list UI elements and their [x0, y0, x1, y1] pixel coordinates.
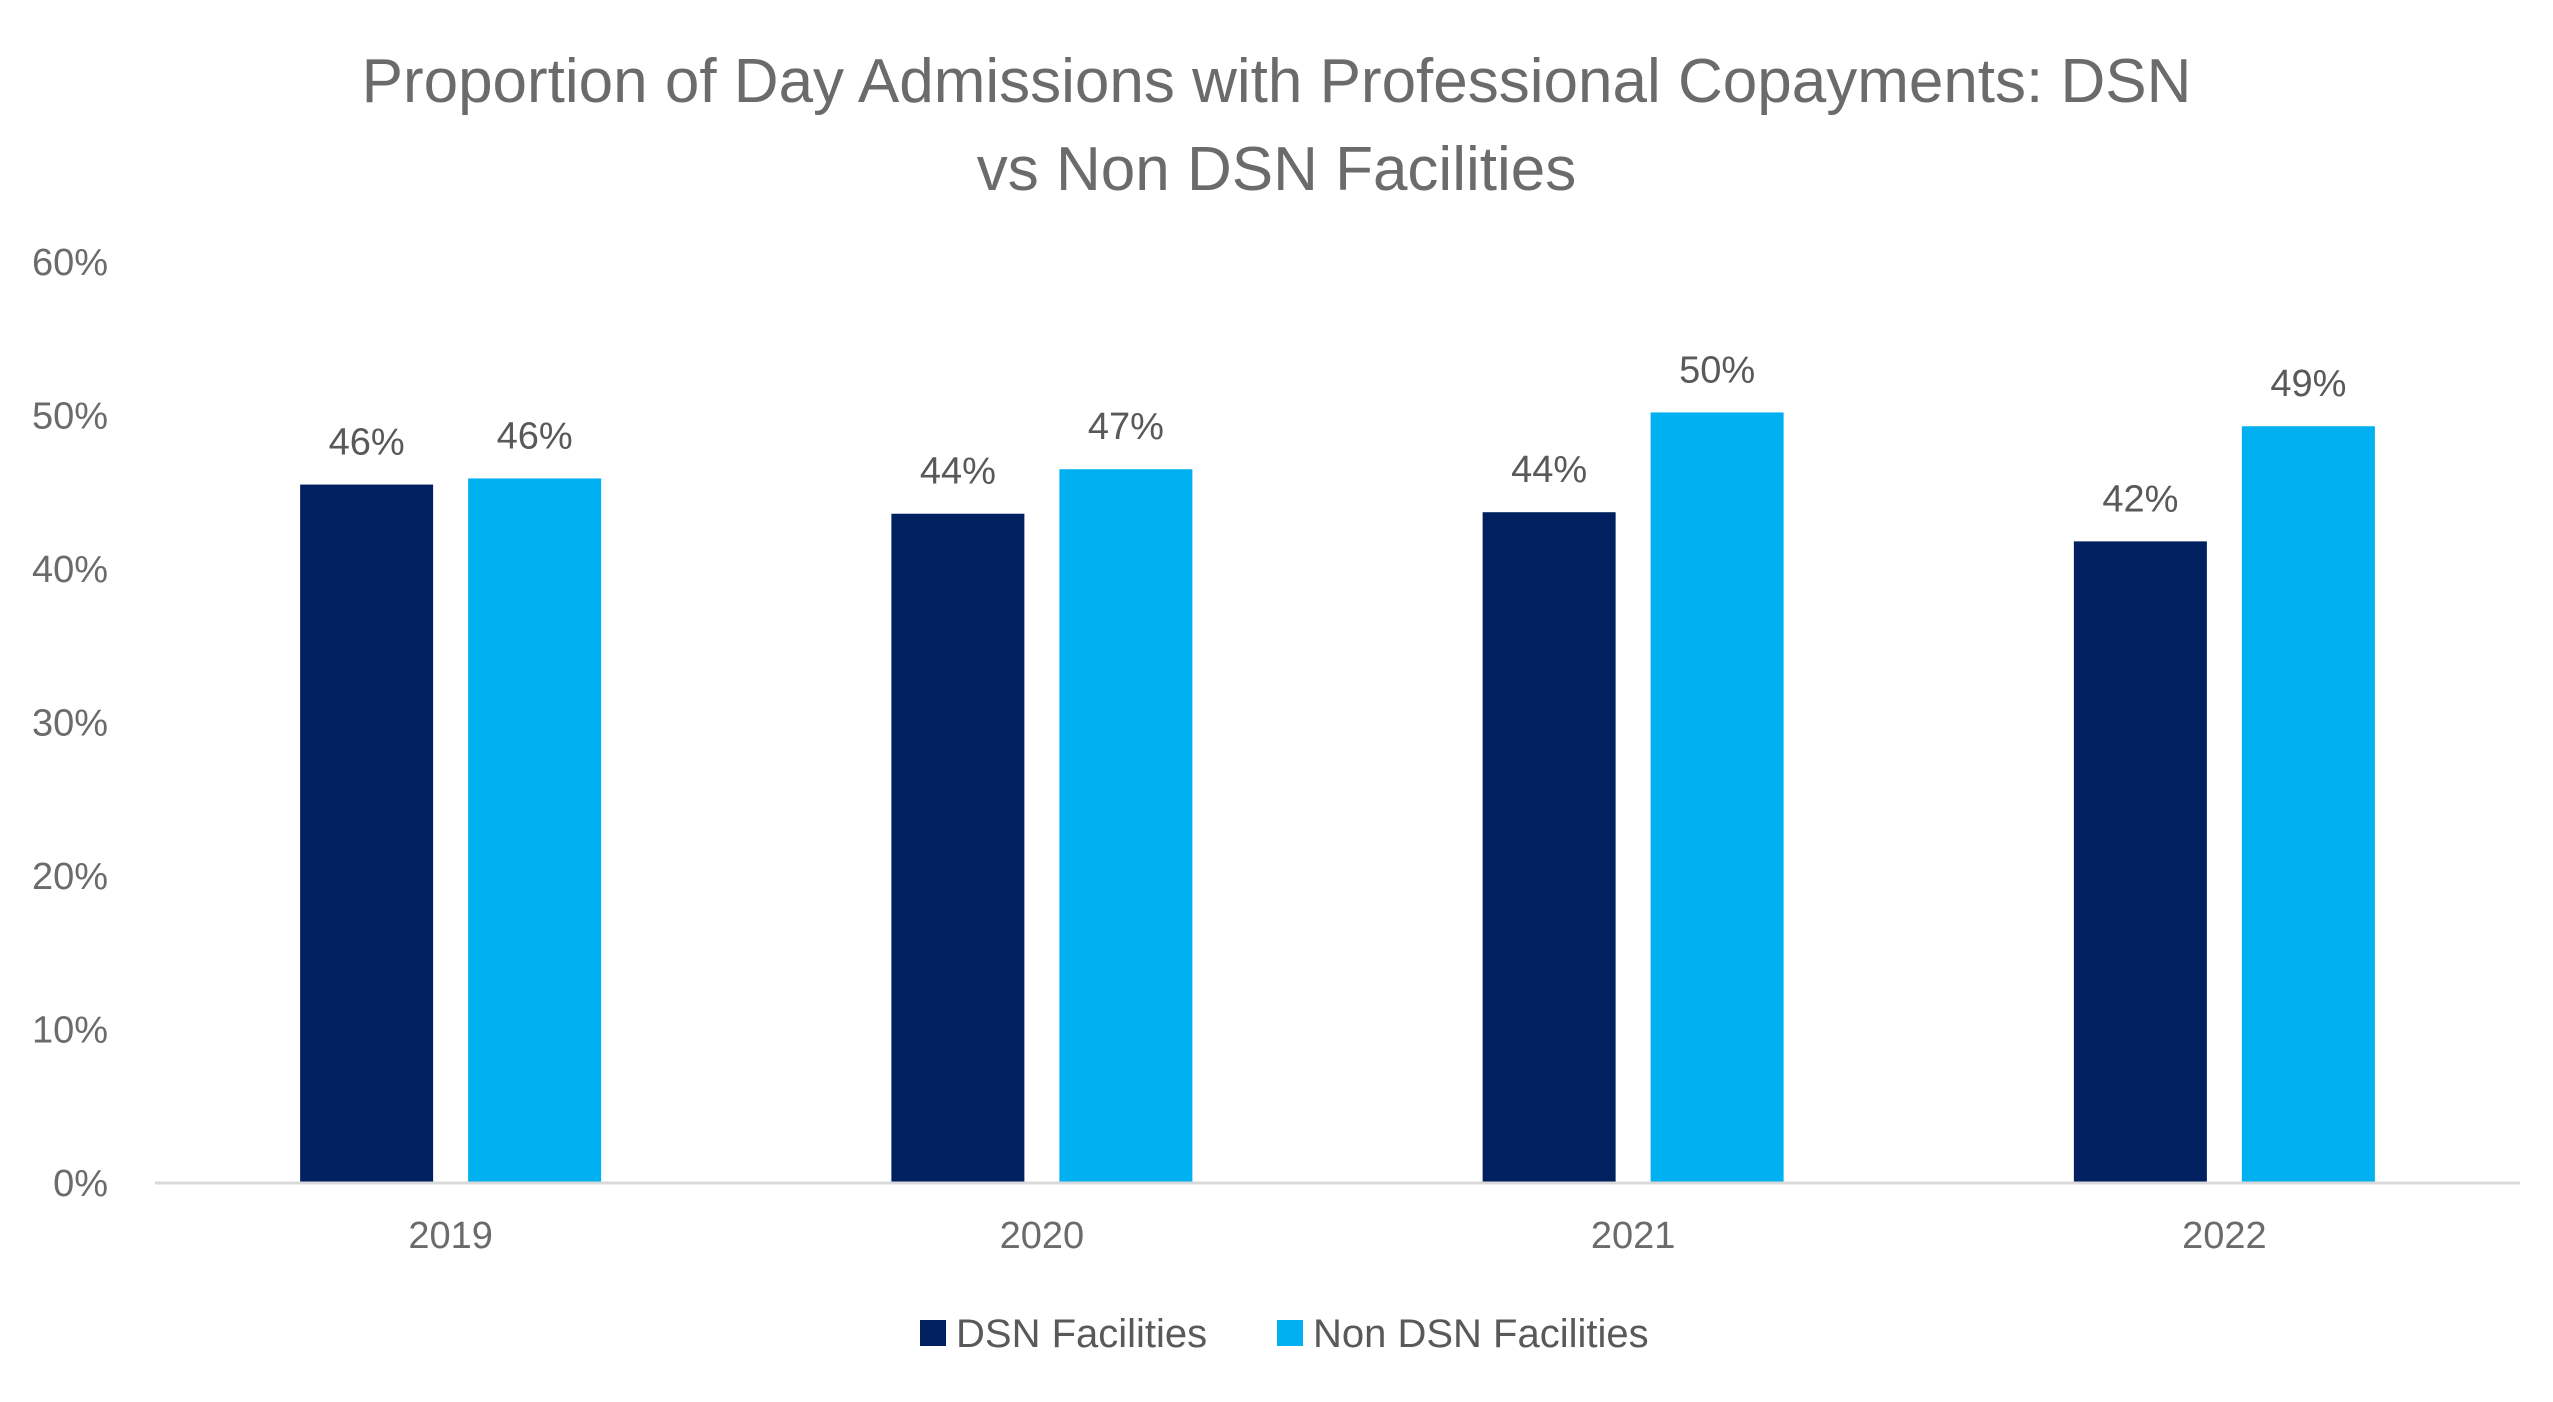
y-axis: 0% 10% 20% 30% 40% 50% 60% [32, 242, 108, 1205]
chart-title-line-2: vs Non DSN Facilities [976, 135, 1577, 204]
data-label: 44% [920, 451, 996, 493]
y-tick-label: 0% [53, 1163, 108, 1205]
bar-dsn-2022 [2073, 541, 2207, 1183]
x-axis: 2019 2020 2021 2022 [408, 1215, 2266, 1257]
x-tick-label: 2020 [1000, 1215, 1085, 1257]
x-tick-label: 2019 [408, 1215, 493, 1257]
chart-title-line-1: Proportion of Day Admissions with Profes… [361, 47, 2192, 116]
data-label: 46% [497, 415, 573, 457]
x-tick-label: 2021 [1591, 1215, 1676, 1257]
data-labels: 46% 46% 44% 47% 44% 50% 42% 49% [329, 349, 2347, 520]
bar-dsn-2020 [891, 513, 1025, 1183]
bar-dsn-2019 [300, 484, 434, 1183]
y-tick-label: 10% [32, 1010, 108, 1052]
y-tick-label: 60% [32, 242, 108, 284]
bar-non-dsn-2019 [468, 478, 602, 1183]
data-label: 47% [1088, 406, 1164, 448]
data-label: 42% [2102, 478, 2178, 520]
legend-label: Non DSN Facilities [1313, 1312, 1649, 1356]
y-tick-label: 40% [32, 549, 108, 591]
legend-swatch [1277, 1320, 1303, 1346]
legend: DSN Facilities Non DSN Facilities [920, 1312, 1649, 1356]
bar-non-dsn-2020 [1059, 469, 1193, 1184]
bar-non-dsn-2021 [1650, 412, 1784, 1183]
y-tick-label: 20% [32, 856, 108, 898]
bar-non-dsn-2022 [2241, 426, 2375, 1183]
data-label: 50% [1679, 349, 1755, 391]
legend-label: DSN Facilities [956, 1312, 1207, 1356]
bar-dsn-2021 [1482, 512, 1616, 1183]
data-label: 44% [1511, 449, 1587, 491]
y-tick-label: 50% [32, 396, 108, 438]
bars [300, 412, 2375, 1184]
x-tick-label: 2022 [2182, 1215, 2267, 1257]
y-tick-label: 30% [32, 703, 108, 745]
legend-swatch [920, 1320, 946, 1346]
data-label: 49% [2270, 363, 2346, 405]
data-label: 46% [329, 422, 405, 464]
chart-title: Proportion of Day Admissions with Profes… [0, 38, 2553, 214]
